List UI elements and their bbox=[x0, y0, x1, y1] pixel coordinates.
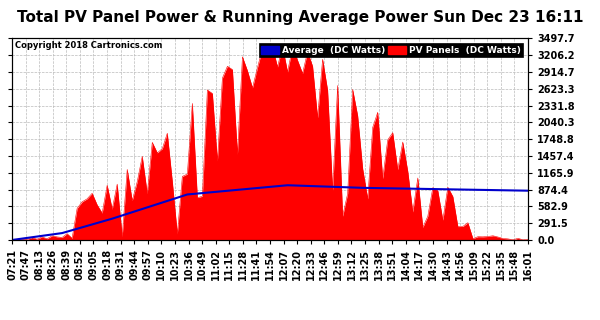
Text: Total PV Panel Power & Running Average Power Sun Dec 23 16:11: Total PV Panel Power & Running Average P… bbox=[17, 10, 583, 25]
Legend: Average  (DC Watts), PV Panels  (DC Watts): Average (DC Watts), PV Panels (DC Watts) bbox=[259, 43, 523, 58]
Text: Copyright 2018 Cartronics.com: Copyright 2018 Cartronics.com bbox=[14, 41, 162, 51]
